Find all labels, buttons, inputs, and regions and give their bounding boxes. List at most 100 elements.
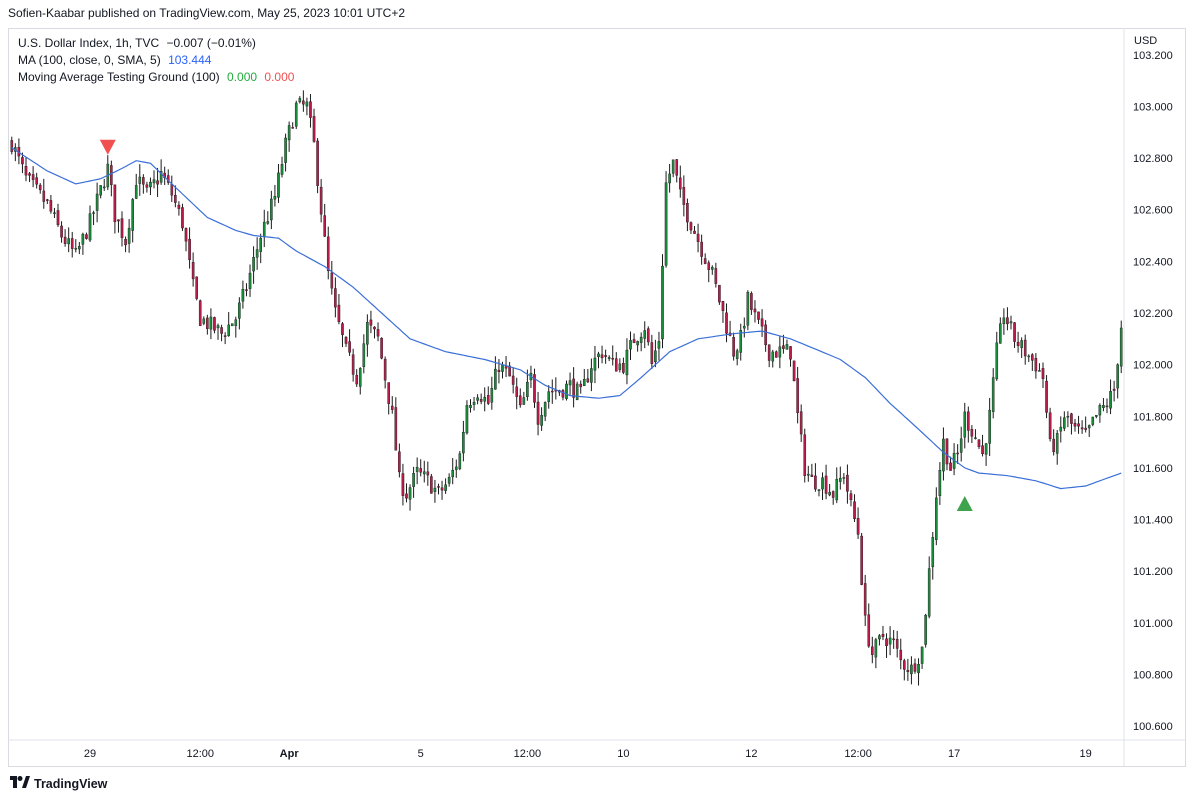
chart-frame [8,28,1186,767]
candle-body [1041,368,1045,379]
candle [878,634,881,646]
time-axis[interactable]: 29 12:00 Apr 5 12:00 10 12 12:00 17 19 [84,748,1092,760]
candle-body [959,438,963,453]
candle-body [156,180,159,185]
candle [298,96,302,104]
candle-body [931,537,935,568]
candle [582,369,586,387]
candle [853,494,856,522]
candle [1084,416,1087,433]
candle-body [1059,426,1063,432]
candle [650,334,654,370]
candle [913,658,917,674]
x-tick-label: 17 [948,748,960,760]
candle-body [614,358,618,372]
candle [188,227,191,269]
candle-body [917,663,920,674]
candle-body [191,262,195,280]
ma-value: 103.444 [168,53,212,67]
candle [778,336,782,369]
candle [732,332,735,361]
candle [785,339,789,350]
candle-body [888,637,892,645]
candle [629,331,632,360]
candle [622,357,625,375]
candle [1119,320,1123,374]
candle [867,603,871,648]
tradingview-brand: TradingView [34,776,108,791]
candle [1038,363,1041,372]
candle-body [710,267,714,270]
candle-body [561,390,565,398]
candle [323,203,327,238]
candle [547,385,551,409]
candle-body [924,614,927,645]
candle [981,434,984,457]
candle-body [390,405,394,410]
candle-body [942,438,945,472]
price-axis[interactable]: 103.200 103.000 102.800 102.600 102.400 102.2… [1133,50,1173,733]
candle-body [476,397,479,401]
candle [241,280,245,309]
candle [906,658,910,681]
candle-body [782,345,785,349]
x-tick-label: 19 [1080,748,1092,760]
candle [721,300,725,323]
candle [46,198,49,204]
symbol-change: −0.007 (−0.01%) [166,36,256,50]
candle-body [878,635,881,640]
candle-body [533,374,536,403]
candle [654,339,657,368]
candles [10,90,1123,686]
candle-body [757,311,760,320]
publish-header: Sofien-Kaabar published on TradingView.c… [8,6,406,20]
candle [394,397,398,451]
candle-body [170,183,174,196]
candle [856,507,860,539]
candle [714,262,718,288]
candle-body [590,368,593,383]
candle-body [678,177,682,190]
candle [885,633,888,658]
legend-symbol-row[interactable]: U.S. Dollar Index, 1h, TVC −0.007 (−0.01… [18,35,298,52]
legend-ma-row[interactable]: MA (100, close, 0, SMA, 5) 103.444 [18,52,298,69]
candle [593,345,597,384]
candle-body [35,177,38,185]
candle [366,314,369,357]
candle-body [867,614,871,647]
x-tick-label: 12:00 [186,748,214,760]
candle [846,464,849,504]
candle [195,276,198,301]
candle [305,97,309,116]
candle-body [1034,358,1038,372]
candle-body [28,173,31,176]
candle-body [241,288,245,302]
candle [579,380,583,394]
candle-body [718,284,721,303]
candle [675,159,679,183]
candle [682,175,686,217]
tradingview-footer[interactable]: TradingView [10,776,107,791]
y-tick-label: 102.200 [1133,308,1173,320]
candle [110,160,113,197]
candle [270,190,273,230]
x-tick-label: 5 [418,748,424,760]
candle [383,356,387,389]
candle [1052,429,1055,456]
candle-body [1095,415,1098,417]
candle [458,451,462,471]
candle [1112,380,1116,402]
candle [991,368,995,419]
y-tick-label: 101.400 [1133,515,1173,527]
candle [476,394,479,405]
candle [632,333,636,344]
legend-indicator-row[interactable]: Moving Average Testing Ground (100) 0.00… [18,69,298,86]
candle-body [501,364,504,372]
candle-body [504,366,508,369]
candle-body [1077,423,1080,427]
candle-body [910,664,913,675]
candle [145,181,149,193]
candle [849,490,853,507]
candle-body [725,312,728,334]
